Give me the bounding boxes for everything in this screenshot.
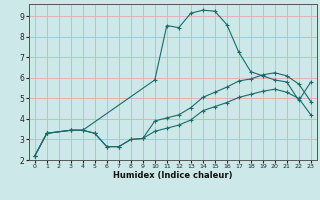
X-axis label: Humidex (Indice chaleur): Humidex (Indice chaleur) <box>113 171 233 180</box>
